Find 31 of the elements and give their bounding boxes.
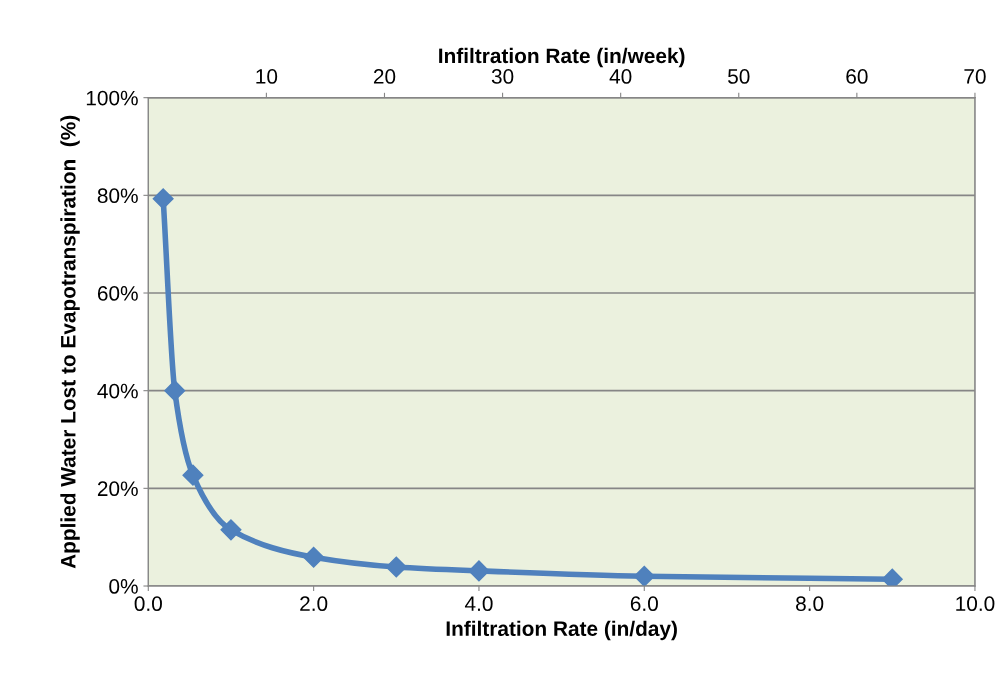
y-tick-label: 20% [97,481,138,497]
x2-axis-title: Infiltration Rate (in/week) [439,47,685,68]
x2-tick-label: 30 [491,69,514,84]
x-tick-label: 6.0 [630,596,658,612]
y-axis-title: Applied Water Lost to Evapotranspiration (%) [60,115,80,569]
x2-tick-label: 70 [964,69,986,84]
x-tick-label: 4.0 [464,596,493,612]
y-tick-label: 100% [86,90,138,106]
point [303,546,325,568]
x-tick-label: 10.0 [956,596,995,612]
x2-tick-label: 40 [609,69,632,84]
point [881,568,903,587]
y-tick-label: 80% [97,188,138,204]
point [152,188,174,210]
x-tick-label: 8.0 [796,596,824,612]
point [468,560,490,582]
y-tick-label: 60% [97,286,138,301]
y-tick-label: 0% [109,579,138,594]
point [164,380,186,402]
y-tick-label: 40% [97,383,138,399]
point [220,519,242,541]
x-tick-label: 0.0 [134,596,162,612]
point [385,556,407,578]
point [182,464,204,486]
x2-tick-label: 60 [846,69,868,84]
x-axis-title: Infiltration Rate (in/day) [446,620,677,641]
point [633,565,655,587]
x-tick-label: 2.0 [300,596,328,612]
x2-tick-label: 10 [256,69,278,84]
x2-tick-label: 50 [728,69,750,84]
x2-tick-label: 20 [373,69,396,84]
